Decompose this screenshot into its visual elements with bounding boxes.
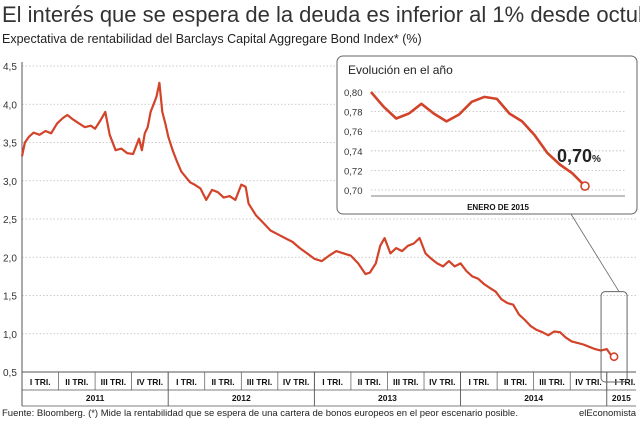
year-label: 2014 — [524, 393, 543, 403]
y-tick-label: 2,5 — [3, 215, 17, 226]
chart-title: El interés que se espera de la deuda es … — [2, 2, 640, 27]
inset-panel — [336, 55, 638, 215]
brand-label: elEconomista — [578, 408, 636, 419]
inset-last-marker — [580, 181, 590, 191]
y-tick-label: 0,5 — [3, 368, 17, 379]
inset-y-tick-label: 0,72 — [344, 166, 363, 177]
quarter-label: I TRI. — [30, 377, 51, 387]
quarter-label: III TRI. — [539, 377, 565, 387]
quarter-label: III TRI. — [101, 377, 127, 387]
quarter-label: III TRI. — [247, 377, 273, 387]
inset-y-tick-label: 0,80 — [344, 88, 363, 99]
quarter-label: IV TRI. — [137, 377, 163, 387]
inset-annotation-unit: % — [592, 154, 601, 165]
y-tick-label: 1,0 — [3, 330, 17, 341]
y-tick-label: 2,0 — [3, 253, 17, 264]
inset-y-tick-label: 0,76 — [344, 127, 363, 138]
inset-x-label: ENERO DE 2015 — [467, 203, 529, 212]
highlight-box — [600, 291, 628, 383]
quarter-label: II TRI. — [504, 377, 527, 387]
year-label: 2011 — [86, 393, 105, 403]
year-label: 2013 — [378, 393, 397, 403]
y-tick-label: 4,5 — [3, 62, 17, 73]
year-label: 2012 — [232, 393, 251, 403]
quarter-label: I TRI. — [322, 377, 343, 387]
last-point-marker — [609, 352, 619, 362]
source-note: Fuente: Bloomberg. (*) Mide la rentabili… — [2, 408, 518, 419]
y-tick-label: 1,5 — [3, 292, 17, 303]
inset-y-tick-label: 0,74 — [344, 147, 363, 158]
inset-y-tick-label: 0,70 — [344, 186, 363, 197]
yield-series-line — [20, 81, 615, 358]
y-tick-label: 3,5 — [3, 139, 17, 150]
inset-annotation: 0,70% — [557, 146, 601, 166]
quarter-label: I TRI. — [176, 377, 197, 387]
quarter-label: III TRI. — [393, 377, 419, 387]
inset-title: Evolución en el año — [348, 63, 453, 77]
inset-series-line — [370, 91, 586, 188]
year-label: 2015 — [612, 393, 631, 403]
inset-connector — [570, 213, 620, 292]
quarter-label: II TRI. — [358, 377, 381, 387]
quarter-label: IV TRI. — [283, 377, 309, 387]
y-tick-label: 4,0 — [3, 100, 17, 111]
quarter-label: II TRI. — [211, 377, 234, 387]
quarter-label: II TRI. — [65, 377, 88, 387]
y-tick-label: 3,0 — [3, 177, 17, 188]
quarter-label: I TRI. — [468, 377, 489, 387]
quarter-label: IV TRI. — [575, 377, 601, 387]
quarter-label: IV TRI. — [429, 377, 455, 387]
inset-y-tick-label: 0,78 — [344, 108, 363, 119]
chart-subtitle: Expectativa de rentabilidad del Barclays… — [2, 32, 422, 46]
